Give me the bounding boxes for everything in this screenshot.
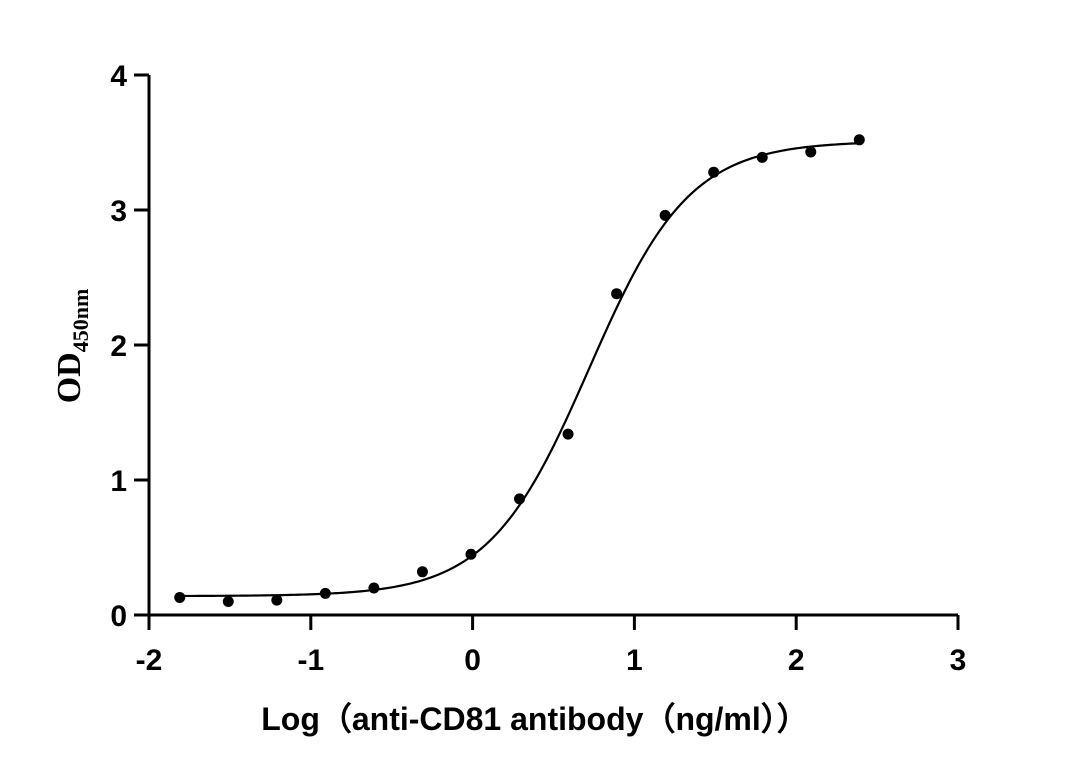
x-tick-label: -2 — [136, 644, 163, 677]
x-tick-label: -1 — [297, 644, 324, 677]
y-axis-label: OD450nm — [51, 289, 93, 404]
data-point — [222, 596, 234, 607]
data-point — [174, 591, 186, 603]
x-tick-label: 3 — [950, 644, 967, 677]
x-tick-label: 0 — [464, 644, 481, 677]
data-point — [271, 594, 283, 606]
data-point — [562, 428, 574, 440]
data-point — [805, 146, 817, 158]
fit-curve — [179, 142, 860, 598]
data-points-layer — [174, 134, 865, 607]
y-tick-label: 0 — [110, 600, 127, 633]
data-point — [659, 209, 671, 221]
data-point — [756, 151, 768, 163]
fit-curve-layer — [179, 142, 860, 598]
data-point — [416, 566, 428, 578]
y-axis-label-subscript: 450nm — [68, 289, 93, 353]
x-axis-label: Log（anti-CD81 antibody（ng/ml）） — [261, 701, 809, 737]
y-tick-label: 1 — [110, 465, 127, 498]
data-point — [319, 587, 331, 599]
data-point — [853, 134, 865, 146]
x-tick-label: 1 — [626, 644, 643, 677]
data-point — [611, 288, 623, 300]
axes: -2 -1 0 1 2 3 0 1 2 3 4 — [110, 60, 966, 677]
y-axis-label-main: OD — [51, 352, 88, 403]
y-tick-label: 4 — [110, 60, 127, 93]
data-point — [465, 548, 477, 560]
data-point — [368, 582, 380, 594]
x-tick-label: 2 — [788, 644, 805, 677]
data-point — [514, 493, 526, 505]
data-point — [708, 166, 720, 178]
y-tick-label: 3 — [110, 195, 127, 228]
y-tick-label: 2 — [110, 330, 127, 363]
